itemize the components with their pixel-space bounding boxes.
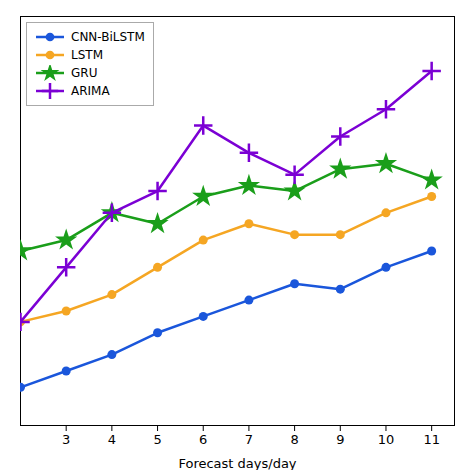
svg-text:9: 9 bbox=[336, 432, 344, 447]
svg-text:3: 3 bbox=[62, 432, 70, 447]
html-text:GRU: GRU bbox=[71, 66, 98, 80]
svg-text:11: 11 bbox=[423, 432, 440, 447]
html-text:LSTM: LSTM bbox=[71, 48, 103, 62]
svg-text:7: 7 bbox=[245, 432, 253, 447]
svg-text:4: 4 bbox=[108, 432, 116, 447]
html-text:ARIMA: ARIMA bbox=[71, 84, 110, 98]
svg-text:6: 6 bbox=[199, 432, 207, 447]
html-text:CNN-BiLSTM: CNN-BiLSTM bbox=[71, 30, 145, 44]
svg-text:10: 10 bbox=[378, 432, 395, 447]
svg-text:Forecast days/day: Forecast days/day bbox=[178, 456, 296, 471]
svg-text:8: 8 bbox=[290, 432, 298, 447]
svg-text:5: 5 bbox=[153, 432, 161, 447]
